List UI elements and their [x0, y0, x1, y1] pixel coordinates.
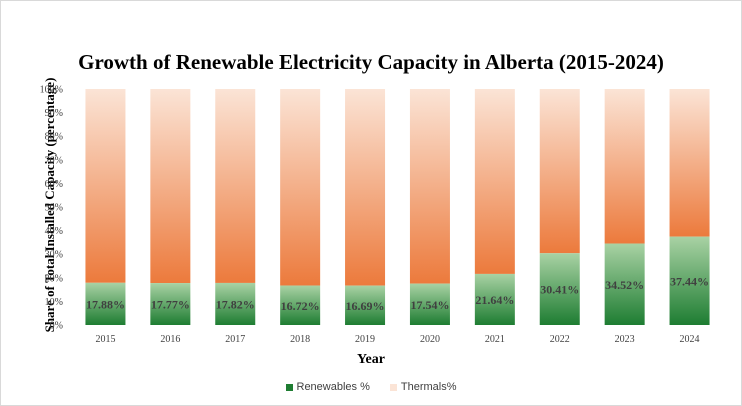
- legend-label-thermals: Thermals%: [400, 381, 457, 393]
- bar-renewables-2022: [539, 253, 580, 325]
- legend-item-thermals: Thermals%: [389, 381, 457, 393]
- data-label-renewables-2019: 16.69%: [346, 299, 385, 313]
- y-tick-label: 30%: [45, 250, 63, 261]
- legend: Renewables % Thermals%: [0, 381, 742, 393]
- bar-thermals-2016: [150, 89, 191, 284]
- x-axis-label: Year: [357, 352, 385, 367]
- bar-thermals-2015: [85, 89, 126, 283]
- bar-thermals-2024: [669, 89, 710, 237]
- bar-thermals-2021: [474, 89, 515, 274]
- bar-renewables-2015: [85, 282, 126, 325]
- data-label-renewables-2024: 37.44%: [670, 274, 709, 288]
- y-tick-label: 10%: [45, 297, 63, 308]
- bar-renewables-2023: [604, 243, 645, 325]
- chart-title: Growth of Renewable Electricity Capacity…: [78, 50, 664, 74]
- y-tick-label: 100%: [40, 85, 63, 96]
- x-tick-label: 2023: [615, 334, 635, 345]
- data-label-renewables-2020: 17.54%: [410, 298, 449, 312]
- y-tick-label: 50%: [45, 203, 63, 214]
- bar-renewables-2018: [280, 285, 321, 325]
- x-tick-label: 2024: [680, 334, 700, 345]
- x-tick-label: 2022: [550, 334, 570, 345]
- legend-item-renewables: Renewables %: [285, 381, 370, 393]
- x-tick-label: 2016: [160, 334, 180, 345]
- bar-renewables-2024: [669, 236, 710, 325]
- bar-thermals-2022: [539, 89, 580, 254]
- y-tick-label: 90%: [45, 108, 63, 119]
- y-tick-label: 60%: [45, 179, 63, 190]
- bar-renewables-2016: [150, 283, 191, 325]
- y-tick-label: 20%: [45, 273, 63, 284]
- bar-thermals-2019: [345, 89, 386, 286]
- data-label-renewables-2023: 34.52%: [605, 278, 644, 292]
- bar-thermals-2023: [604, 89, 645, 244]
- bar-thermals-2017: [215, 89, 256, 283]
- bar-renewables-2017: [215, 282, 256, 325]
- y-tick-label: 70%: [45, 155, 63, 166]
- x-tick-label: 2019: [355, 334, 375, 345]
- data-label-renewables-2018: 16.72%: [281, 299, 320, 313]
- data-label-renewables-2021: 21.64%: [475, 293, 514, 307]
- bar-thermals-2018: [280, 89, 321, 286]
- x-tick-label: 2018: [290, 334, 310, 345]
- x-tick-label: 2017: [225, 334, 245, 345]
- bar-renewables-2020: [409, 283, 450, 325]
- y-tick-label: 40%: [45, 226, 63, 237]
- x-tick-label: 2021: [485, 334, 505, 345]
- legend-label-renewables: Renewables %: [296, 381, 370, 393]
- bar-thermals-2020: [409, 89, 450, 284]
- legend-swatch-renewables: [285, 383, 293, 391]
- bar-renewables-2019: [345, 285, 386, 325]
- y-tick-label: 0%: [50, 321, 63, 332]
- data-label-renewables-2022: 30.41%: [540, 283, 579, 297]
- data-label-renewables-2017: 17.82%: [216, 297, 255, 311]
- legend-swatch-thermals: [389, 383, 397, 391]
- data-label-renewables-2015: 17.88%: [86, 297, 125, 311]
- data-label-renewables-2016: 17.77%: [151, 298, 190, 312]
- x-tick-label: 2020: [420, 334, 440, 345]
- y-tick-label: 80%: [45, 132, 63, 143]
- x-tick-label: 2015: [95, 334, 115, 345]
- bar-renewables-2021: [474, 273, 515, 325]
